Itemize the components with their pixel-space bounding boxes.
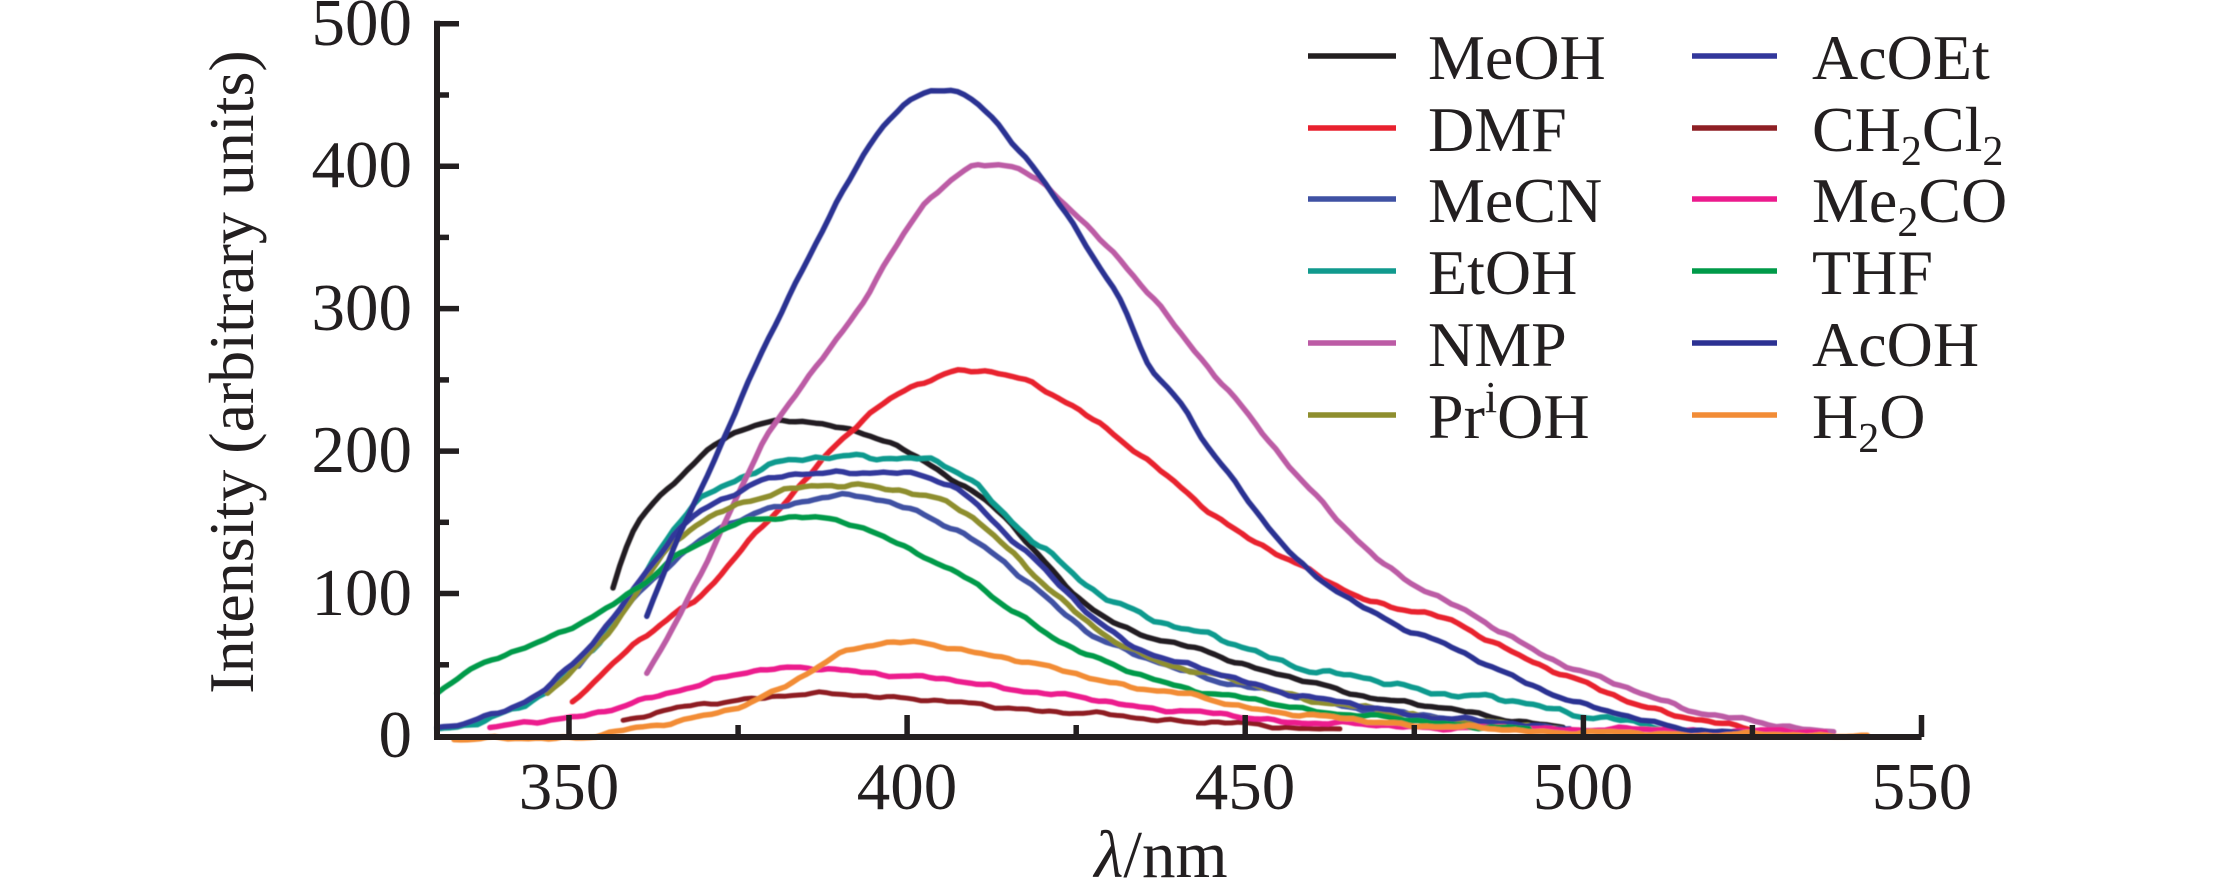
svg-text:Intensity (arbitrary units): Intensity (arbitrary units) — [196, 50, 267, 693]
svg-text:450: 450 — [1195, 750, 1296, 824]
svg-text:350: 350 — [519, 750, 620, 824]
svg-text:EtOH: EtOH — [1428, 237, 1577, 308]
svg-text:λ/nm: λ/nm — [1092, 818, 1227, 886]
svg-text:500: 500 — [1533, 750, 1634, 824]
svg-text:PriOH: PriOH — [1428, 373, 1590, 452]
svg-text:AcOH: AcOH — [1812, 309, 1979, 380]
svg-text:AcOEt: AcOEt — [1812, 22, 1990, 93]
svg-text:DMF: DMF — [1428, 94, 1567, 165]
svg-text:NMP: NMP — [1428, 309, 1567, 380]
svg-text:100: 100 — [312, 556, 413, 630]
svg-text:MeCN: MeCN — [1428, 165, 1602, 236]
svg-text:300: 300 — [312, 271, 413, 345]
svg-text:THF: THF — [1812, 237, 1933, 308]
svg-text:0: 0 — [379, 698, 413, 772]
svg-text:MeOH: MeOH — [1428, 22, 1606, 93]
svg-text:500: 500 — [312, 0, 413, 60]
svg-text:200: 200 — [312, 413, 413, 487]
svg-text:550: 550 — [1872, 750, 1973, 824]
svg-text:400: 400 — [857, 750, 958, 824]
svg-text:400: 400 — [312, 128, 413, 202]
